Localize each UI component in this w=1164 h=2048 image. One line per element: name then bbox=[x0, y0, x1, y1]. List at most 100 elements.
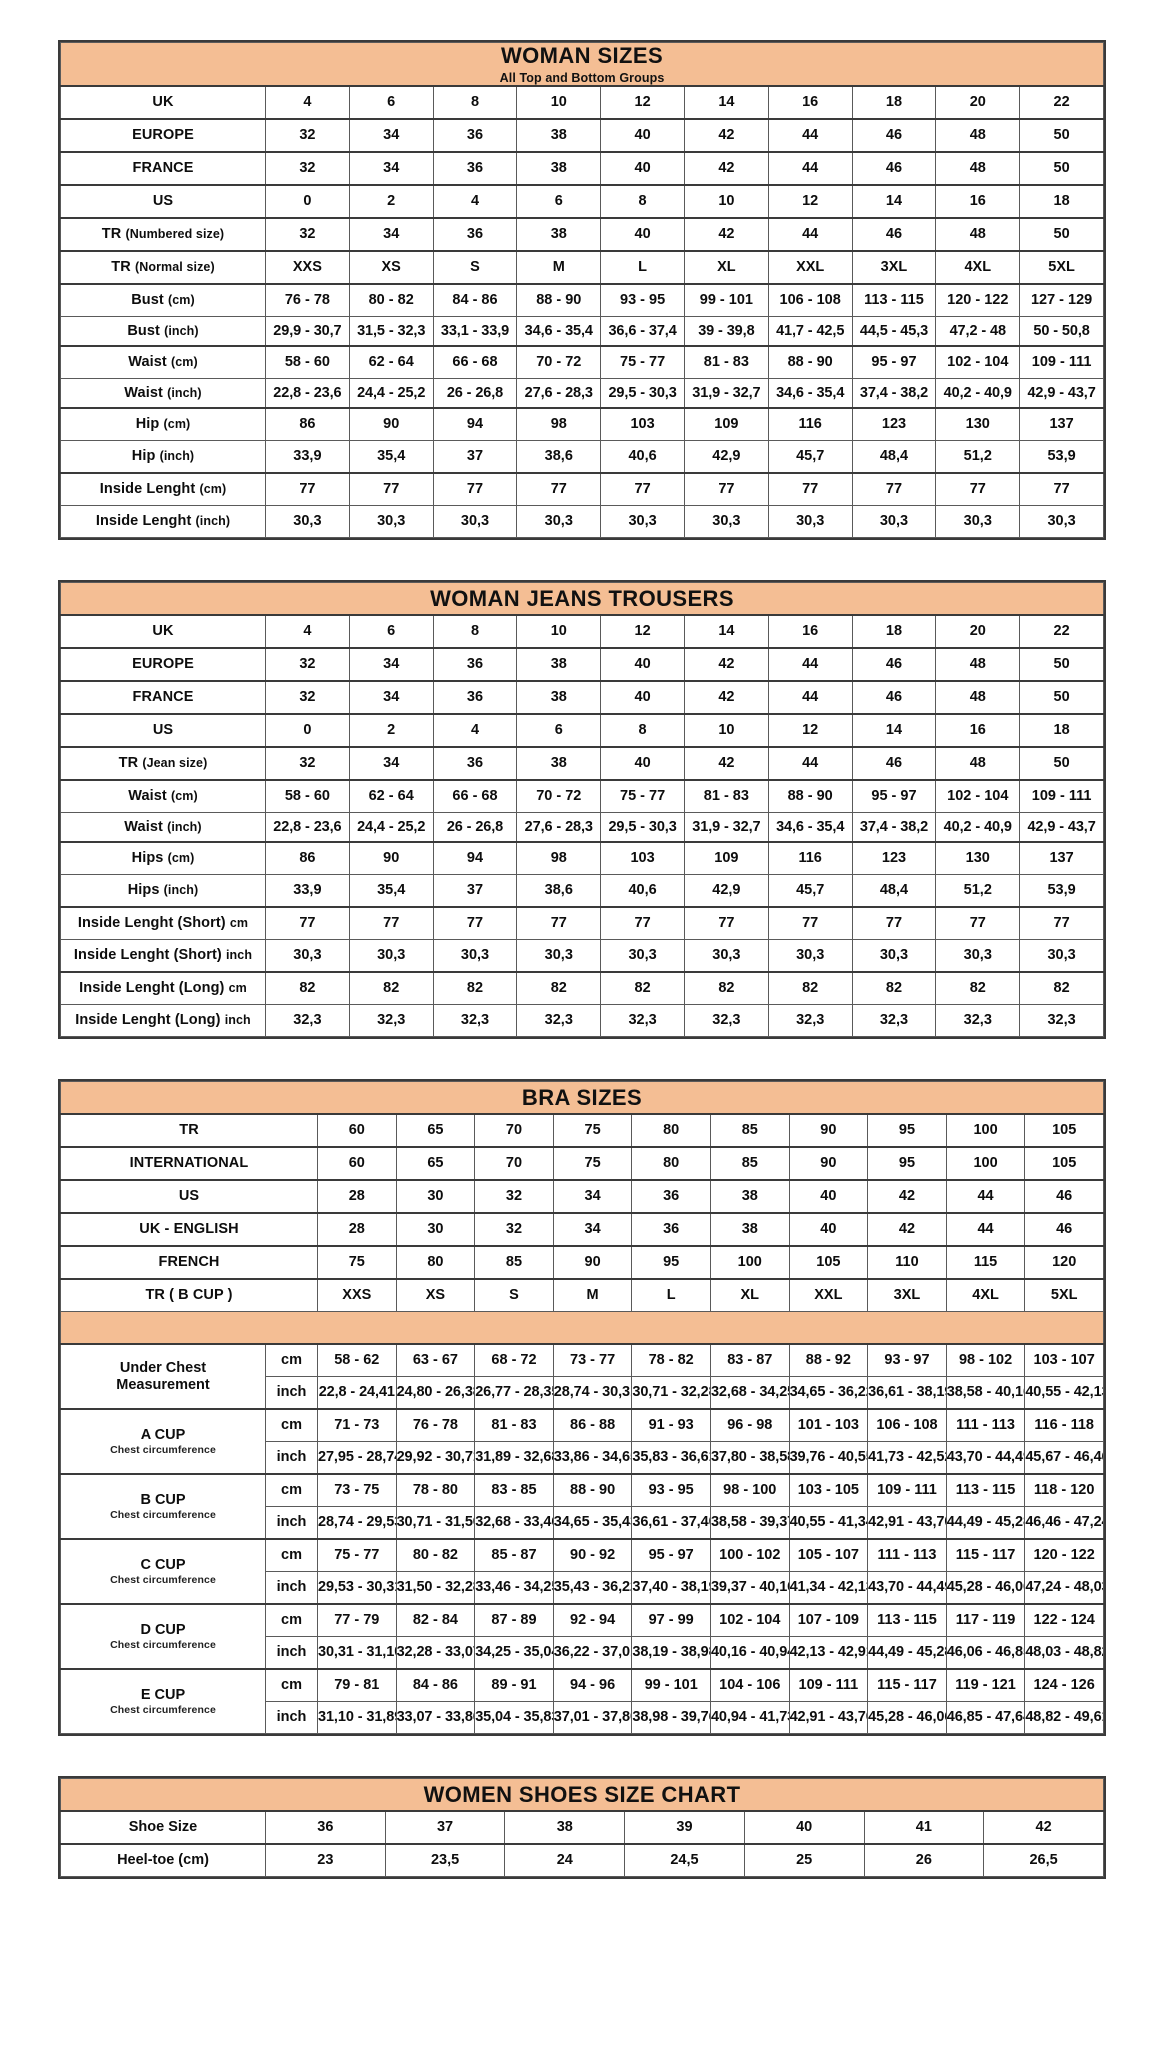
row-value: XL bbox=[683, 250, 769, 285]
bra-title: BRA SIZES bbox=[521, 1084, 643, 1110]
row-value: 36 bbox=[432, 217, 518, 252]
row-value: 77 bbox=[348, 906, 434, 941]
row-value: 42,9 bbox=[683, 440, 769, 474]
cup-value-inch: 32,28 - 33,07 bbox=[395, 1636, 476, 1670]
row-value: 109 - 111 bbox=[1019, 345, 1104, 380]
row-value: 36 bbox=[432, 151, 518, 186]
row-value: 42 bbox=[683, 151, 769, 186]
row-value: 0 bbox=[265, 184, 350, 219]
row-value: 109 bbox=[683, 407, 769, 442]
cup-value-inch: 28,74 - 29,53 bbox=[317, 1506, 397, 1540]
row-value: 81 - 83 bbox=[683, 779, 769, 814]
row-value: 50 bbox=[1019, 746, 1104, 781]
row-value: 94 bbox=[432, 407, 518, 442]
cup-value-cm: 75 - 77 bbox=[317, 1538, 397, 1573]
row-value: 98 bbox=[516, 407, 602, 442]
row-value: 44 bbox=[767, 151, 853, 186]
row-value: 53,9 bbox=[1019, 440, 1104, 474]
cup-value-cm: 81 - 83 bbox=[474, 1408, 554, 1443]
cup-value-inch: 45,28 - 46,06 bbox=[867, 1701, 947, 1735]
row-value: 35,4 bbox=[348, 874, 434, 908]
row-value: 18 bbox=[1019, 713, 1104, 748]
table-row: Inside Lenght (Long) inch 32,3 32,3 32,3 32,… bbox=[60, 1004, 1104, 1038]
row-value: 46 bbox=[851, 217, 937, 252]
row-value: 30,3 bbox=[683, 505, 769, 539]
cup-value-inch: 36,22 - 37,01 bbox=[552, 1636, 633, 1670]
row-value: 99 - 101 bbox=[683, 283, 769, 318]
cup-value-inch: 43,70 - 44,49 bbox=[945, 1441, 1026, 1475]
row-value: 44 bbox=[767, 217, 853, 252]
row-value: 6 bbox=[516, 184, 602, 219]
row-value: 82 bbox=[432, 971, 518, 1006]
cup-group-row-cm: Under Chest Measurement cm 58 - 62 63 - 67 68… bbox=[60, 1343, 1104, 1410]
row-value: 8 bbox=[600, 184, 685, 219]
row-value: 100 bbox=[945, 1113, 1026, 1148]
cup-value-cm: 83 - 87 bbox=[709, 1343, 790, 1378]
woman-sizes-block: WOMAN SIZES All Top and Bottom Groups UK 4 6… bbox=[58, 40, 1106, 541]
row-value: 34,6 - 35,4 bbox=[767, 378, 853, 409]
shoes-table: WOMEN SHOES SIZE CHART Shoe Size 36 37 38 39… bbox=[60, 1778, 1104, 1878]
table-spacer bbox=[0, 540, 1164, 580]
table-row: TR 60 65 70 75 80 85 90 95 100 105 bbox=[60, 1113, 1104, 1148]
table-row: FRANCE 32 34 36 38 40 42 44 46 48 50 bbox=[60, 151, 1104, 186]
row-value: 62 - 64 bbox=[348, 345, 434, 380]
cup-value-inch: 45,28 - 46,06 bbox=[945, 1571, 1026, 1605]
cup-value-inch: 29,53 - 30,31 bbox=[317, 1571, 397, 1605]
table-row: US 0 2 4 6 8 10 12 14 16 18 bbox=[60, 184, 1104, 219]
row-value: 36 bbox=[432, 118, 518, 153]
bra-title-cell: BRA SIZES bbox=[60, 1081, 1104, 1115]
cup-group-row-cm: C CUP Chest circumference cm 75 - 77 80 - 82… bbox=[60, 1538, 1104, 1605]
row-value: 98 bbox=[516, 841, 602, 876]
row-value: 33,9 bbox=[265, 440, 350, 474]
row-label: Inside Lenght (Short) cm bbox=[60, 906, 266, 941]
row-value: 22,8 - 23,6 bbox=[265, 812, 350, 843]
row-value: XXS bbox=[265, 250, 350, 285]
row-value: 44 bbox=[767, 746, 853, 781]
row-value: 66 - 68 bbox=[432, 345, 518, 380]
row-value: 8 bbox=[432, 614, 518, 649]
row-value: 50 - 50,8 bbox=[1019, 316, 1104, 347]
row-value: 34 bbox=[348, 647, 434, 682]
row-value: 84 - 86 bbox=[432, 283, 518, 318]
cup-value-cm: 102 - 104 bbox=[709, 1603, 790, 1638]
cup-value-inch: 38,58 - 39,37 bbox=[709, 1506, 790, 1540]
cup-value-cm: 87 - 89 bbox=[474, 1603, 554, 1638]
row-value: 30,3 bbox=[935, 939, 1021, 973]
cup-value-cm: 118 - 120 bbox=[1024, 1473, 1104, 1508]
row-value: 36 bbox=[631, 1212, 711, 1247]
row-label: Inside Lenght (Long) cm bbox=[60, 971, 266, 1006]
row-value: 3XL bbox=[851, 250, 937, 285]
row-value: 12 bbox=[600, 614, 685, 649]
row-value: 103 bbox=[600, 841, 685, 876]
cup-value-cm: 94 - 96 bbox=[552, 1668, 633, 1703]
row-value: XXS bbox=[317, 1278, 397, 1313]
row-value: 10 bbox=[683, 184, 769, 219]
row-value: 40 bbox=[600, 151, 685, 186]
cup-value-cm: 83 - 85 bbox=[474, 1473, 554, 1508]
cup-value-inch: 44,49 - 45,28 bbox=[945, 1506, 1026, 1540]
table-row: Inside Lenght (inch) 30,3 30,3 30,3 30,3 30,3… bbox=[60, 505, 1104, 539]
row-value: 37 bbox=[432, 874, 518, 908]
row-value: 44 bbox=[767, 647, 853, 682]
row-value: 32,3 bbox=[516, 1004, 602, 1038]
row-value: 38,6 bbox=[516, 440, 602, 474]
cup-value-inch: 27,95 - 28,74 bbox=[317, 1441, 397, 1475]
row-value: 22 bbox=[1019, 614, 1104, 649]
row-value: 40,2 - 40,9 bbox=[935, 378, 1021, 409]
row-value: 50 bbox=[1019, 217, 1104, 252]
row-value: 65 bbox=[395, 1113, 476, 1148]
row-value: 32,3 bbox=[432, 1004, 518, 1038]
row-value: 82 bbox=[600, 971, 685, 1006]
spacer-before-shoes bbox=[0, 1736, 1164, 1776]
row-value: 86 bbox=[265, 407, 350, 442]
table-row: Waist (cm) 58 - 60 62 - 64 66 - 68 70 - 72 75… bbox=[60, 345, 1104, 380]
woman-jeans-trousers-title: WOMAN JEANS TROUSERS bbox=[430, 585, 734, 611]
cup-value-inch: 34,65 - 36,22 bbox=[788, 1376, 869, 1410]
row-value: 34,6 - 35,4 bbox=[767, 812, 853, 843]
shoes-title: WOMEN SHOES SIZE CHART bbox=[423, 1781, 741, 1807]
row-value: 30,3 bbox=[683, 939, 769, 973]
row-value: 39 bbox=[624, 1810, 745, 1845]
row-label: Heel-toe (cm) bbox=[60, 1843, 266, 1878]
table-row: US 28 30 32 34 36 38 40 42 44 46 bbox=[60, 1179, 1104, 1214]
row-value: 28 bbox=[317, 1179, 397, 1214]
